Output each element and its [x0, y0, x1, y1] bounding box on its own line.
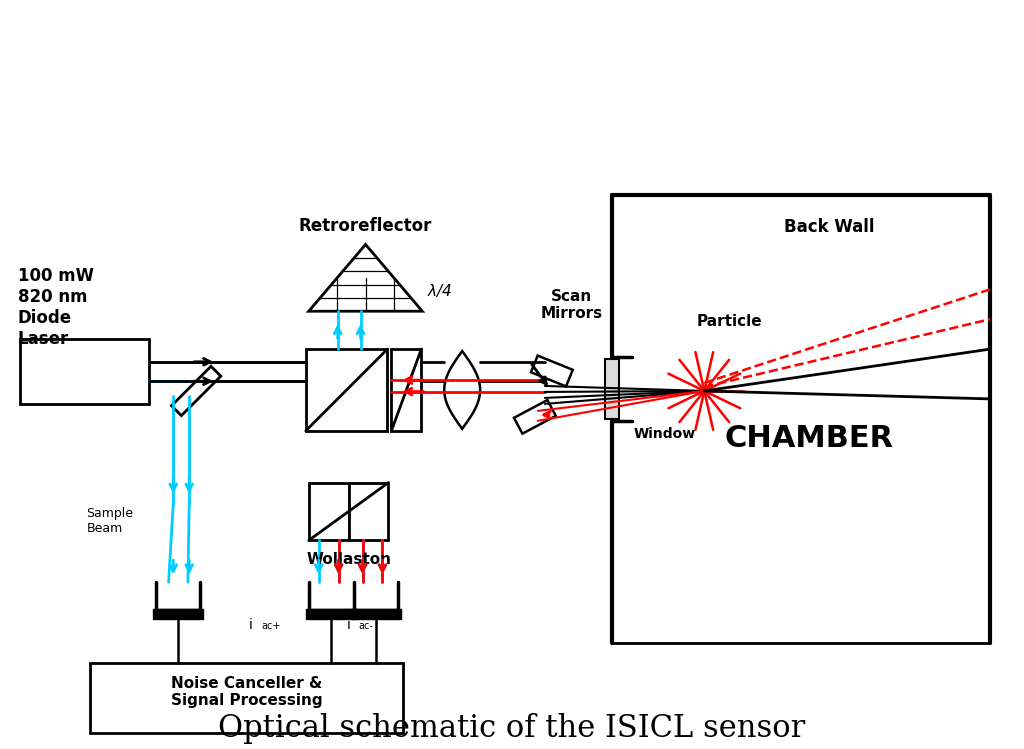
Bar	[19, 339, 150, 404]
Text: Particle: Particle	[696, 314, 762, 329]
Bar	[154, 609, 203, 619]
Bar	[306, 609, 356, 619]
Text: Back Wall: Back Wall	[783, 217, 874, 236]
Bar	[309, 482, 348, 540]
Text: i: i	[347, 618, 350, 632]
Text: Sample
Beam: Sample Beam	[87, 506, 133, 535]
Bar	[391, 349, 421, 431]
Text: Optical schematic of the ISICL sensor: Optical schematic of the ISICL sensor	[218, 712, 806, 744]
Text: Retroreflector: Retroreflector	[299, 216, 432, 234]
Text: 100 mW
820 nm
Diode
Laser: 100 mW 820 nm Diode Laser	[17, 267, 94, 348]
Text: Window: Window	[634, 427, 695, 441]
Polygon shape	[530, 356, 572, 386]
Text: ac-: ac-	[358, 621, 374, 631]
Bar	[350, 609, 401, 619]
Text: Scan
Mirrors: Scan Mirrors	[541, 289, 603, 321]
Polygon shape	[309, 244, 422, 312]
Polygon shape	[171, 366, 221, 416]
Text: ac+: ac+	[261, 621, 281, 631]
Text: CHAMBER: CHAMBER	[724, 424, 894, 453]
Bar	[604, 359, 618, 419]
Bar	[306, 349, 387, 431]
Polygon shape	[444, 351, 480, 428]
Bar	[89, 663, 403, 733]
Text: i: i	[249, 618, 253, 632]
Bar	[348, 482, 388, 540]
Text: Wollaston: Wollaston	[306, 552, 391, 567]
Text: Noise Canceller &
Signal Processing: Noise Canceller & Signal Processing	[171, 676, 323, 708]
Text: $\lambda$/4: $\lambda$/4	[427, 282, 453, 300]
Polygon shape	[514, 400, 556, 434]
